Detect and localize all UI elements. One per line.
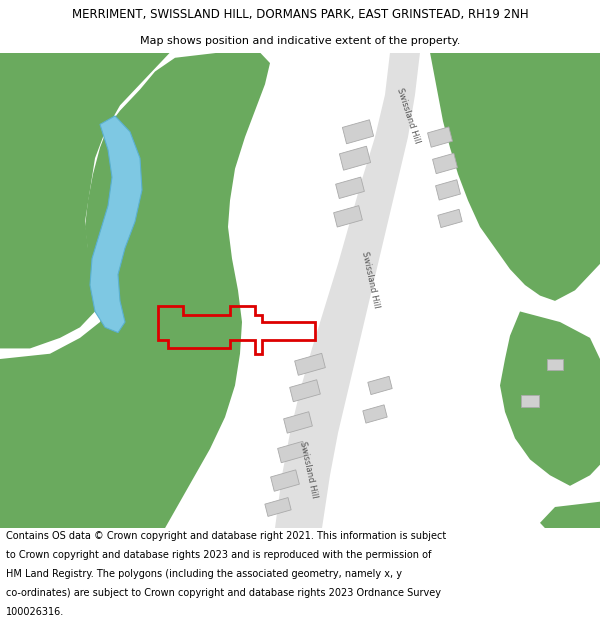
Polygon shape: [438, 209, 462, 227]
Polygon shape: [540, 502, 600, 528]
Polygon shape: [433, 153, 457, 174]
Polygon shape: [295, 353, 325, 375]
Polygon shape: [278, 441, 307, 462]
Polygon shape: [0, 52, 170, 349]
Polygon shape: [436, 180, 460, 200]
Polygon shape: [265, 498, 291, 516]
Text: Swissland Hill: Swissland Hill: [395, 87, 421, 145]
Text: 100026316.: 100026316.: [6, 607, 64, 617]
Polygon shape: [290, 380, 320, 402]
Polygon shape: [368, 376, 392, 394]
Polygon shape: [271, 470, 299, 491]
Polygon shape: [340, 146, 371, 170]
Polygon shape: [500, 311, 600, 486]
Text: co-ordinates) are subject to Crown copyright and database rights 2023 Ordnance S: co-ordinates) are subject to Crown copyr…: [6, 588, 441, 598]
Text: to Crown copyright and database rights 2023 and is reproduced with the permissio: to Crown copyright and database rights 2…: [6, 550, 431, 560]
Text: MERRIMENT, SWISSLAND HILL, DORMANS PARK, EAST GRINSTEAD, RH19 2NH: MERRIMENT, SWISSLAND HILL, DORMANS PARK,…: [71, 8, 529, 21]
Polygon shape: [275, 52, 420, 528]
Polygon shape: [521, 396, 539, 407]
Polygon shape: [284, 412, 313, 433]
Polygon shape: [343, 120, 374, 144]
Polygon shape: [335, 177, 364, 199]
Polygon shape: [363, 405, 387, 423]
Polygon shape: [547, 359, 563, 369]
Text: Map shows position and indicative extent of the property.: Map shows position and indicative extent…: [140, 36, 460, 46]
Polygon shape: [334, 206, 362, 227]
Polygon shape: [0, 52, 270, 528]
Text: HM Land Registry. The polygons (including the associated geometry, namely x, y: HM Land Registry. The polygons (includin…: [6, 569, 402, 579]
Text: Swissland Hill: Swissland Hill: [298, 441, 319, 499]
Polygon shape: [430, 52, 600, 301]
Text: Swissland Hill: Swissland Hill: [359, 251, 380, 309]
Text: Contains OS data © Crown copyright and database right 2021. This information is : Contains OS data © Crown copyright and d…: [6, 531, 446, 541]
Polygon shape: [428, 127, 452, 148]
Polygon shape: [90, 116, 142, 332]
